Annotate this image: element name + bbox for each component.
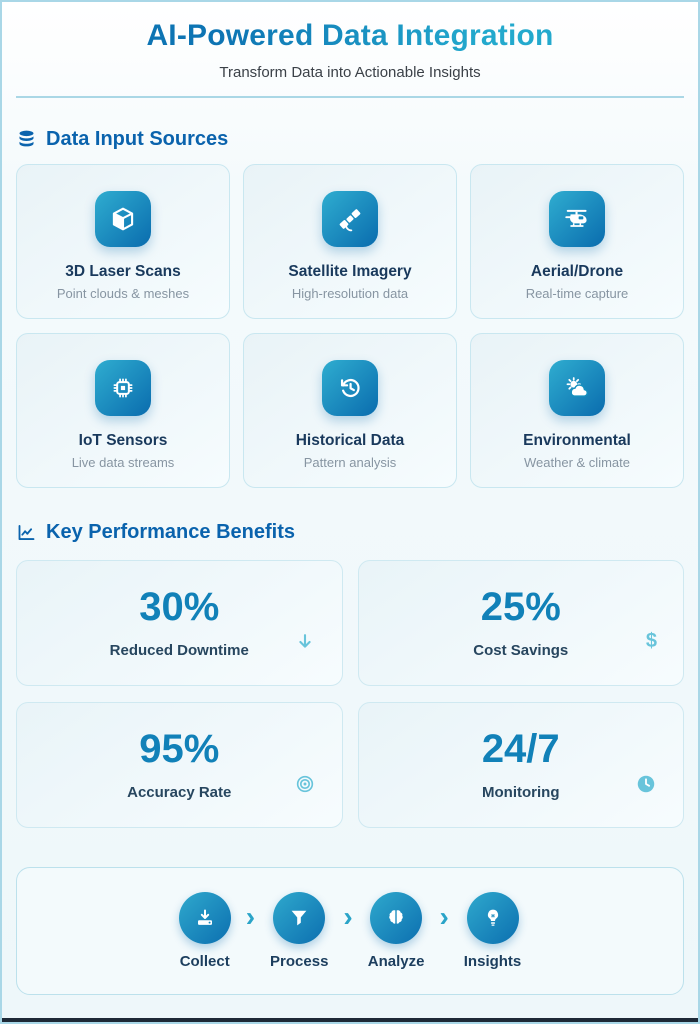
- source-card-title: Aerial/Drone: [530, 263, 624, 280]
- chevron-right-icon: ›: [245, 901, 256, 932]
- benefits-grid: 30% Reduced Downtime 25% Cost Savings $ …: [16, 560, 684, 828]
- satellite-icon: [322, 191, 378, 247]
- stat-label: Accuracy Rate: [127, 784, 232, 801]
- microchip-icon: [95, 360, 151, 416]
- bottom-edge-bar: [2, 1018, 698, 1022]
- sun-cloud-icon: [549, 360, 605, 416]
- page-subtitle: Transform Data into Actionable Insights: [219, 64, 481, 81]
- lightbulb-icon: [466, 892, 519, 944]
- stat-value: 95%: [139, 727, 220, 771]
- source-card-subtitle: Real-time capture: [525, 286, 629, 301]
- source-card-title: 3D Laser Scans: [65, 263, 181, 280]
- pipeline-step-label: Analyze: [367, 953, 425, 970]
- history-icon: [322, 360, 378, 416]
- database-icon: [19, 130, 34, 147]
- source-card-satellite: Satellite Imagery High-resolution data: [243, 164, 457, 319]
- stat-value: 30%: [139, 585, 220, 629]
- source-card-3d-laser: 3D Laser Scans Point clouds & meshes: [16, 164, 230, 319]
- pipeline-step-collect: Collect: [178, 892, 231, 970]
- stat-card-cost-savings: 25% Cost Savings $: [357, 560, 684, 686]
- benefits-section-heading: Key Performance Benefits: [16, 521, 684, 544]
- stat-label: Cost Savings: [473, 642, 569, 659]
- source-card-subtitle: Weather & climate: [524, 455, 630, 470]
- dollar-icon: $: [646, 630, 657, 653]
- source-card-subtitle: Pattern analysis: [303, 455, 397, 470]
- source-card-iot-sensors: IoT Sensors Live data streams: [16, 333, 230, 488]
- sources-section-heading: Data Input Sources: [16, 128, 684, 151]
- filter-icon: [273, 892, 326, 944]
- stat-card-accuracy-rate: 95% Accuracy Rate: [16, 702, 343, 828]
- source-card-subtitle: Live data streams: [71, 455, 175, 470]
- pipeline-step-label: Insights: [463, 953, 522, 970]
- stat-card-reduced-downtime: 30% Reduced Downtime: [16, 560, 343, 686]
- chevron-right-icon: ›: [343, 901, 353, 932]
- brain-icon: [370, 892, 423, 944]
- chart-line-icon: [18, 525, 35, 540]
- page-header: AI-Powered Data Integration Transform Da…: [2, 2, 698, 98]
- dollar-glyph: $: [645, 630, 657, 652]
- stat-value: 24/7: [481, 727, 560, 771]
- pipeline-panel: Collect › Process › A: [16, 867, 684, 995]
- clock-icon: [635, 773, 657, 795]
- stat-label: Reduced Downtime: [109, 642, 249, 659]
- main-content: Data Input Sources 3D Laser Scans Point …: [2, 128, 698, 995]
- source-card-subtitle: Point clouds & meshes: [56, 286, 190, 301]
- header-divider: [16, 96, 684, 98]
- chevron-right-icon: ›: [439, 901, 449, 932]
- pipeline-step-insights: Insights: [463, 892, 522, 970]
- cube-icon: [95, 191, 151, 247]
- stat-card-monitoring: 24/7 Monitoring: [357, 702, 684, 828]
- source-card-title: Satellite Imagery: [288, 263, 412, 280]
- stat-value: 25%: [480, 585, 561, 629]
- source-card-environmental: Environmental Weather & climate: [470, 333, 684, 488]
- source-card-historical: Historical Data Pattern analysis: [243, 333, 457, 488]
- page-title: AI-Powered Data Integration: [146, 19, 554, 52]
- pipeline-step-label: Collect: [179, 953, 230, 970]
- sources-grid: 3D Laser Scans Point clouds & meshes: [16, 164, 684, 488]
- arrow-down-icon: [294, 631, 316, 653]
- source-card-subtitle: High-resolution data: [291, 286, 409, 301]
- bullseye-icon: [294, 773, 316, 795]
- source-card-title: IoT Sensors: [78, 432, 168, 449]
- helicopter-icon: [549, 191, 605, 247]
- stat-label: Monitoring: [482, 784, 560, 801]
- pipeline-step-label: Process: [270, 953, 329, 970]
- sources-heading-label: Data Input Sources: [46, 128, 229, 150]
- pipeline-step-analyze: Analyze: [367, 892, 425, 970]
- benefits-heading-label: Key Performance Benefits: [46, 521, 295, 543]
- source-card-title: Historical Data: [295, 432, 405, 449]
- pipeline-step-process: Process: [270, 892, 328, 970]
- download-icon: [178, 892, 231, 944]
- source-card-title: Environmental: [523, 432, 631, 449]
- source-card-aerial-drone: Aerial/Drone Real-time capture: [470, 164, 684, 319]
